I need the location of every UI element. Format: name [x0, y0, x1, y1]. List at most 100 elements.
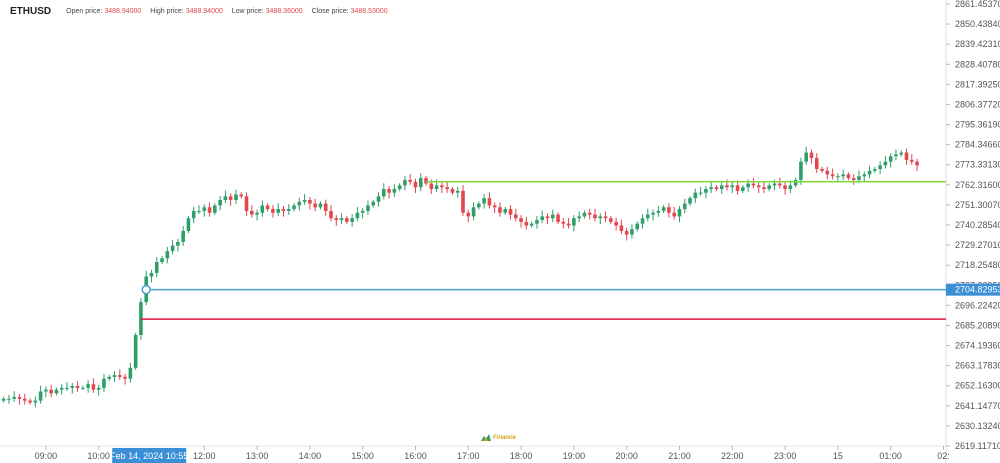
candle-body — [403, 179, 407, 186]
x-tick-label: 01:00 — [879, 451, 902, 461]
candle-body — [265, 205, 270, 210]
candle-body — [603, 216, 608, 219]
candle-body — [535, 220, 539, 224]
candle-body — [176, 241, 180, 246]
y-tick-label: 2641.14770 — [955, 401, 1000, 411]
candle-body — [661, 207, 666, 211]
y-tick-label: 2619.11710 — [955, 441, 1000, 451]
candle-body — [360, 210, 365, 213]
y-tick-label: 2729.27010 — [955, 240, 1000, 250]
candle-body — [413, 181, 418, 188]
candle-body — [888, 156, 893, 162]
candle-body — [719, 185, 724, 190]
price-header: ETHUSD Open price: 3488.94000 High price… — [10, 6, 388, 17]
candle-body — [286, 209, 291, 211]
logo: Finance — [481, 434, 516, 442]
candle-body — [65, 387, 69, 389]
candle-body — [793, 179, 798, 186]
candle-body — [540, 216, 544, 221]
candle-body — [799, 161, 803, 180]
x-tick-label: 14:00 — [299, 451, 322, 461]
x-tick-label: 12:00 — [193, 451, 216, 461]
candle-body — [118, 375, 122, 377]
candle-body — [255, 212, 259, 215]
candle-body — [646, 214, 650, 219]
x-tick-label: 23:00 — [774, 451, 797, 461]
candle-body — [165, 251, 170, 259]
candle-body — [682, 203, 687, 210]
candle-body — [545, 216, 550, 219]
candle-body — [250, 210, 254, 215]
candle-body — [181, 230, 185, 242]
candle-body — [281, 209, 286, 211]
x-crosshair-label: Feb 14, 2024 10:55 — [110, 451, 188, 461]
candle-body — [81, 387, 85, 389]
candle-body — [709, 187, 713, 190]
candle-body — [228, 196, 233, 200]
y-crosshair-tag — [946, 283, 1000, 296]
candle-body — [772, 183, 777, 186]
x-tick-label: 15 — [833, 451, 843, 461]
candle-body — [471, 207, 476, 217]
candle-body — [33, 400, 38, 403]
candle-body — [677, 209, 682, 217]
candle-body — [857, 176, 861, 180]
candle-body — [70, 386, 75, 388]
candle-body — [619, 225, 624, 231]
candle-body — [587, 212, 592, 215]
x-crosshair-tag — [112, 448, 187, 463]
candle-body — [846, 174, 851, 179]
candle-body — [561, 221, 566, 224]
candle-body — [455, 190, 460, 193]
candle-body — [862, 174, 867, 177]
candle-body — [524, 221, 529, 226]
y-tick-label: 2773.33130 — [955, 160, 1000, 170]
y-tick-label: 2685.20890 — [955, 320, 1000, 330]
y-tick-label: 2696.22420 — [955, 300, 1000, 310]
candle-body — [38, 391, 43, 401]
y-tick-label: 2806.37720 — [955, 99, 1000, 109]
candle-body — [1, 398, 6, 401]
x-tick-label: 18:00 — [510, 451, 533, 461]
candle-body — [498, 207, 502, 213]
x-tick-label: 16:00 — [404, 451, 427, 461]
candle-body — [17, 396, 22, 399]
x-tick-label: 21:00 — [668, 451, 691, 461]
candle-body — [334, 218, 339, 221]
line-anchor-handle[interactable] — [141, 284, 151, 295]
candle-body — [170, 245, 175, 252]
x-tick-label: 19:00 — [563, 451, 586, 461]
candle-body — [577, 216, 581, 219]
candle-body — [778, 183, 782, 186]
candle-body — [292, 205, 296, 210]
candle-body — [191, 210, 196, 219]
candle-body — [820, 168, 824, 171]
candle-body — [466, 212, 471, 217]
candle-body — [883, 161, 888, 166]
candle-body — [572, 218, 576, 226]
candle-body — [714, 187, 719, 190]
candle-body — [371, 201, 376, 206]
candle-body — [197, 210, 201, 212]
candle-body — [867, 170, 872, 175]
candle-body — [693, 192, 698, 199]
candle-body — [756, 185, 761, 188]
candle-body — [556, 214, 560, 222]
candle-body — [508, 209, 513, 215]
candle-body — [318, 203, 323, 208]
candle-body — [218, 199, 222, 206]
candle-body — [529, 223, 534, 226]
candle-body — [112, 375, 117, 377]
candle-body — [725, 185, 729, 188]
candle-body — [445, 187, 449, 190]
candle-body — [54, 389, 59, 394]
candle-body — [492, 205, 497, 208]
candle-body — [910, 159, 914, 162]
candle-body — [461, 190, 465, 213]
x-tick-label: 15:00 — [351, 451, 374, 461]
x-tick-label: 02: — [937, 451, 950, 461]
candle-body — [107, 376, 112, 379]
candle-body — [345, 218, 349, 222]
candle-body — [186, 218, 191, 231]
